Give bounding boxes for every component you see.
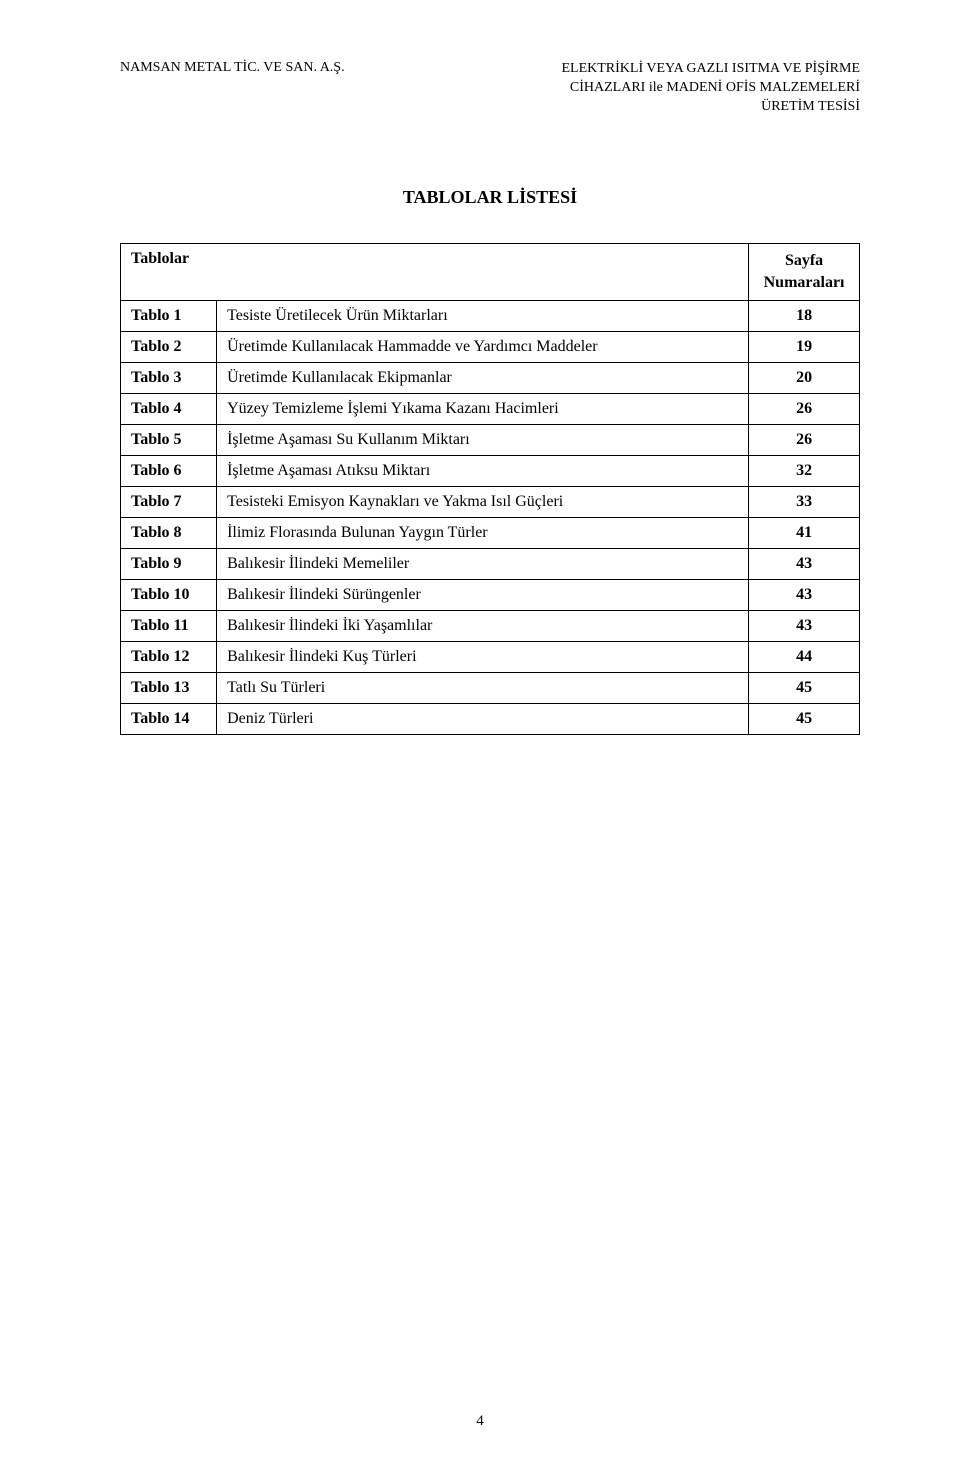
row-description: Balıkesir İlindeki Memeliler [217,549,749,580]
table-row: Tablo 11Balıkesir İlindeki İki Yaşamlıla… [121,611,860,642]
row-page: 26 [749,425,860,456]
header-right-line3: ÜRETİM TESİSİ [561,98,860,117]
row-description: Balıkesir İlindeki Kuş Türleri [217,642,749,673]
table-head-right: Sayfa Numaraları [749,243,860,301]
table-row: Tablo 4Yüzey Temizleme İşlemi Yıkama Kaz… [121,394,860,425]
row-label: Tablo 12 [121,642,217,673]
table-head-row: Tablolar Sayfa Numaraları [121,243,860,301]
row-page: 43 [749,580,860,611]
table-head-right-line1: Sayfa [759,250,849,272]
row-label: Tablo 8 [121,518,217,549]
row-page: 45 [749,673,860,704]
row-label: Tablo 13 [121,673,217,704]
row-page: 43 [749,549,860,580]
row-label: Tablo 4 [121,394,217,425]
page-number: 4 [0,1413,960,1430]
table-row: Tablo 5 İşletme Aşaması Su Kullanım Mikt… [121,425,860,456]
table-row: Tablo 8İlimiz Florasında Bulunan Yaygın … [121,518,860,549]
table-row: Tablo 12Balıkesir İlindeki Kuş Türleri44 [121,642,860,673]
row-description: Yüzey Temizleme İşlemi Yıkama Kazanı Hac… [217,394,749,425]
row-label: Tablo 10 [121,580,217,611]
row-label: Tablo 1 [121,301,217,332]
table-row: Tablo 7Tesisteki Emisyon Kaynakları ve Y… [121,487,860,518]
row-description: Balıkesir İlindeki İki Yaşamlılar [217,611,749,642]
table-row: Tablo 14Deniz Türleri45 [121,704,860,735]
row-description: Tatlı Su Türleri [217,673,749,704]
header-right-line2: CİHAZLARI ile MADENİ OFİS MALZEMELERİ [561,79,860,98]
row-description: Tesisteki Emisyon Kaynakları ve Yakma Is… [217,487,749,518]
header-right-line1: ELEKTRİKLİ VEYA GAZLI ISITMA VE PİŞİRME [561,60,860,79]
header-left-text: NAMSAN METAL TİC. VE SAN. A.Ş. [120,60,345,76]
row-page: 45 [749,704,860,735]
row-page: 32 [749,456,860,487]
table-head-right-line2: Numaraları [759,272,849,294]
table-body: Tablo 1Tesiste Üretilecek Ürün Miktarlar… [121,301,860,735]
row-page: 19 [749,332,860,363]
page-header: NAMSAN METAL TİC. VE SAN. A.Ş. ELEKTRİKL… [120,60,860,117]
row-description: Deniz Türleri [217,704,749,735]
row-description: Balıkesir İlindeki Sürüngenler [217,580,749,611]
page-container: NAMSAN METAL TİC. VE SAN. A.Ş. ELEKTRİKL… [0,0,960,1470]
row-page: 43 [749,611,860,642]
row-page: 26 [749,394,860,425]
row-page: 44 [749,642,860,673]
table-row: Tablo 13Tatlı Su Türleri45 [121,673,860,704]
row-label: Tablo 7 [121,487,217,518]
row-label: Tablo 6 [121,456,217,487]
row-page: 41 [749,518,860,549]
tables-list: Tablolar Sayfa Numaraları Tablo 1Tesiste… [120,243,860,736]
row-label: Tablo 14 [121,704,217,735]
row-description: Tesiste Üretilecek Ürün Miktarları [217,301,749,332]
row-label: Tablo 9 [121,549,217,580]
row-label: Tablo 2 [121,332,217,363]
table-row: Tablo 3Üretimde Kullanılacak Ekipmanlar2… [121,363,860,394]
header-right-block: ELEKTRİKLİ VEYA GAZLI ISITMA VE PİŞİRME … [561,60,860,117]
table-row: Tablo 9Balıkesir İlindeki Memeliler43 [121,549,860,580]
row-description: İlimiz Florasında Bulunan Yaygın Türler [217,518,749,549]
row-description: İşletme Aşaması Su Kullanım Miktarı [217,425,749,456]
row-page: 18 [749,301,860,332]
row-page: 20 [749,363,860,394]
row-label: Tablo 3 [121,363,217,394]
table-row: Tablo 2Üretimde Kullanılacak Hammadde ve… [121,332,860,363]
row-page: 33 [749,487,860,518]
document-title: TABLOLAR LİSTESİ [120,187,860,208]
table-head-left: Tablolar [121,243,749,301]
row-description: İşletme Aşaması Atıksu Miktarı [217,456,749,487]
table-row: Tablo 10Balıkesir İlindeki Sürüngenler43 [121,580,860,611]
row-description: Üretimde Kullanılacak Ekipmanlar [217,363,749,394]
row-label: Tablo 5 [121,425,217,456]
row-description: Üretimde Kullanılacak Hammadde ve Yardım… [217,332,749,363]
table-row: Tablo 6İşletme Aşaması Atıksu Miktarı32 [121,456,860,487]
table-row: Tablo 1Tesiste Üretilecek Ürün Miktarlar… [121,301,860,332]
row-label: Tablo 11 [121,611,217,642]
